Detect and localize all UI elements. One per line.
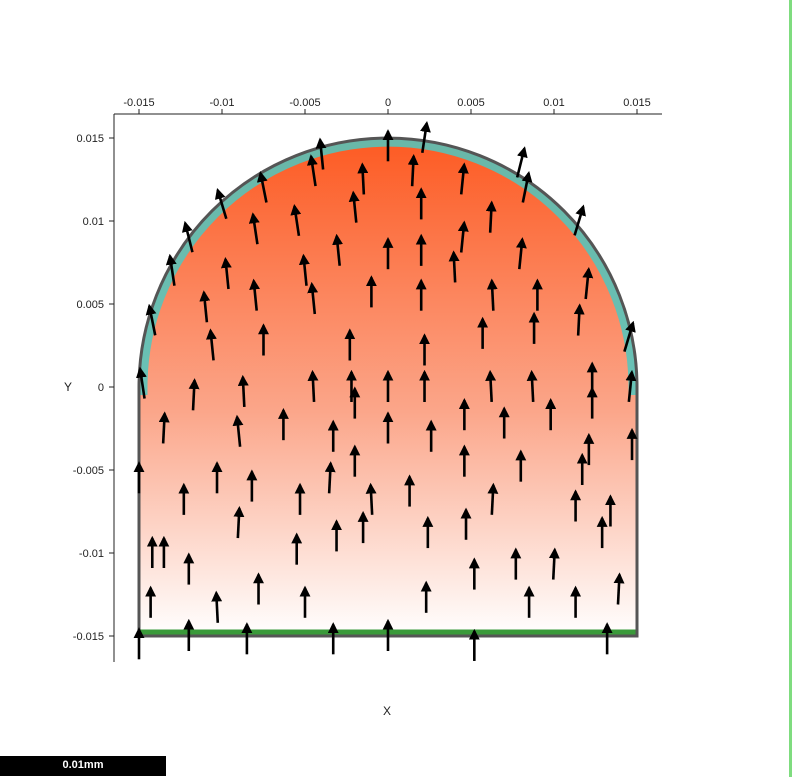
vector-arrow xyxy=(613,572,625,605)
vector-arrow xyxy=(145,303,157,336)
vector-arrow xyxy=(348,190,360,223)
vector-arrow xyxy=(199,290,211,323)
vector-arrow xyxy=(573,303,585,336)
vector-arrow xyxy=(205,328,217,361)
vector-arrow xyxy=(214,187,228,220)
vector-arrow xyxy=(515,146,528,178)
vector-arrow xyxy=(158,411,170,444)
vector-arrow xyxy=(232,414,244,447)
y-tick-label: 0.005 xyxy=(76,299,104,311)
domain-outline xyxy=(137,136,639,638)
vector-arrow xyxy=(625,369,637,403)
vector-arrow xyxy=(248,212,260,245)
vector-arrow xyxy=(485,369,497,403)
vector-arrow xyxy=(135,366,147,399)
y-tick-label: 0.01 xyxy=(83,216,104,228)
vector-arrow xyxy=(220,257,232,290)
scale-bar: 0.01mm xyxy=(0,756,166,776)
vector-arrow xyxy=(165,253,177,286)
vector-arrow xyxy=(332,233,344,266)
x-tick-label: -0.01 xyxy=(209,97,234,109)
vector-arrow xyxy=(521,170,533,203)
vector-arrow xyxy=(420,121,431,154)
y-tick-label: -0.015 xyxy=(73,631,104,643)
vector-arrow xyxy=(573,204,586,236)
vector-arrow xyxy=(307,281,319,315)
vector-arrow xyxy=(290,204,302,237)
vector-arrow xyxy=(623,320,636,352)
x-tick-label: 0.015 xyxy=(623,97,651,109)
x-ticks: -0.015 -0.01 -0.005 0 0.005 0.01 0.015 xyxy=(123,97,651,114)
y-axis-title: Y xyxy=(64,380,72,394)
vector-arrow xyxy=(365,482,377,515)
vector-arrow xyxy=(306,154,318,187)
vector-arrow xyxy=(298,253,310,286)
vector-arrow xyxy=(407,154,419,187)
right-edge-strip xyxy=(789,0,792,777)
y-tick-label: 0 xyxy=(98,382,104,394)
y-tick-label: -0.005 xyxy=(73,465,104,477)
vector-arrow xyxy=(357,162,369,195)
vector-arrows xyxy=(133,121,638,661)
x-tick-label: 0.005 xyxy=(457,97,485,109)
vector-arrow xyxy=(211,590,223,623)
x-tick-label: -0.005 xyxy=(289,97,320,109)
vector-arrow xyxy=(487,482,499,515)
vector-arrow xyxy=(188,378,200,411)
vector-arrow xyxy=(486,278,498,311)
vector-arrow xyxy=(457,162,469,195)
vector-arrow xyxy=(181,220,194,253)
vector-arrow xyxy=(233,505,245,539)
vector-arrow xyxy=(548,547,560,580)
y-ticks: 0.015 0.01 0.005 0 -0.005 -0.01 -0.015 xyxy=(73,133,114,643)
y-tick-label: -0.01 xyxy=(79,548,104,560)
vector-arrow xyxy=(515,237,527,270)
vector-arrow xyxy=(582,266,594,300)
vector-arrow xyxy=(249,278,261,311)
vector-arrow xyxy=(485,200,497,233)
vector-arrow xyxy=(315,137,327,170)
vector-arrow xyxy=(324,461,336,494)
vector-arrow xyxy=(526,369,538,403)
vector-arrow xyxy=(237,374,249,408)
y-tick-label: 0.015 xyxy=(76,133,104,145)
vector-arrow xyxy=(307,369,319,403)
x-tick-label: 0.01 xyxy=(543,97,564,109)
x-tick-label: 0 xyxy=(385,97,391,109)
scale-bar-label: 0.01mm xyxy=(62,759,104,771)
vector-arrow xyxy=(448,250,460,283)
vector-arrow xyxy=(256,170,268,203)
vector-arrow xyxy=(457,220,469,253)
x-axis-title: X xyxy=(383,704,391,718)
x-tick-label: -0.015 xyxy=(123,97,154,109)
